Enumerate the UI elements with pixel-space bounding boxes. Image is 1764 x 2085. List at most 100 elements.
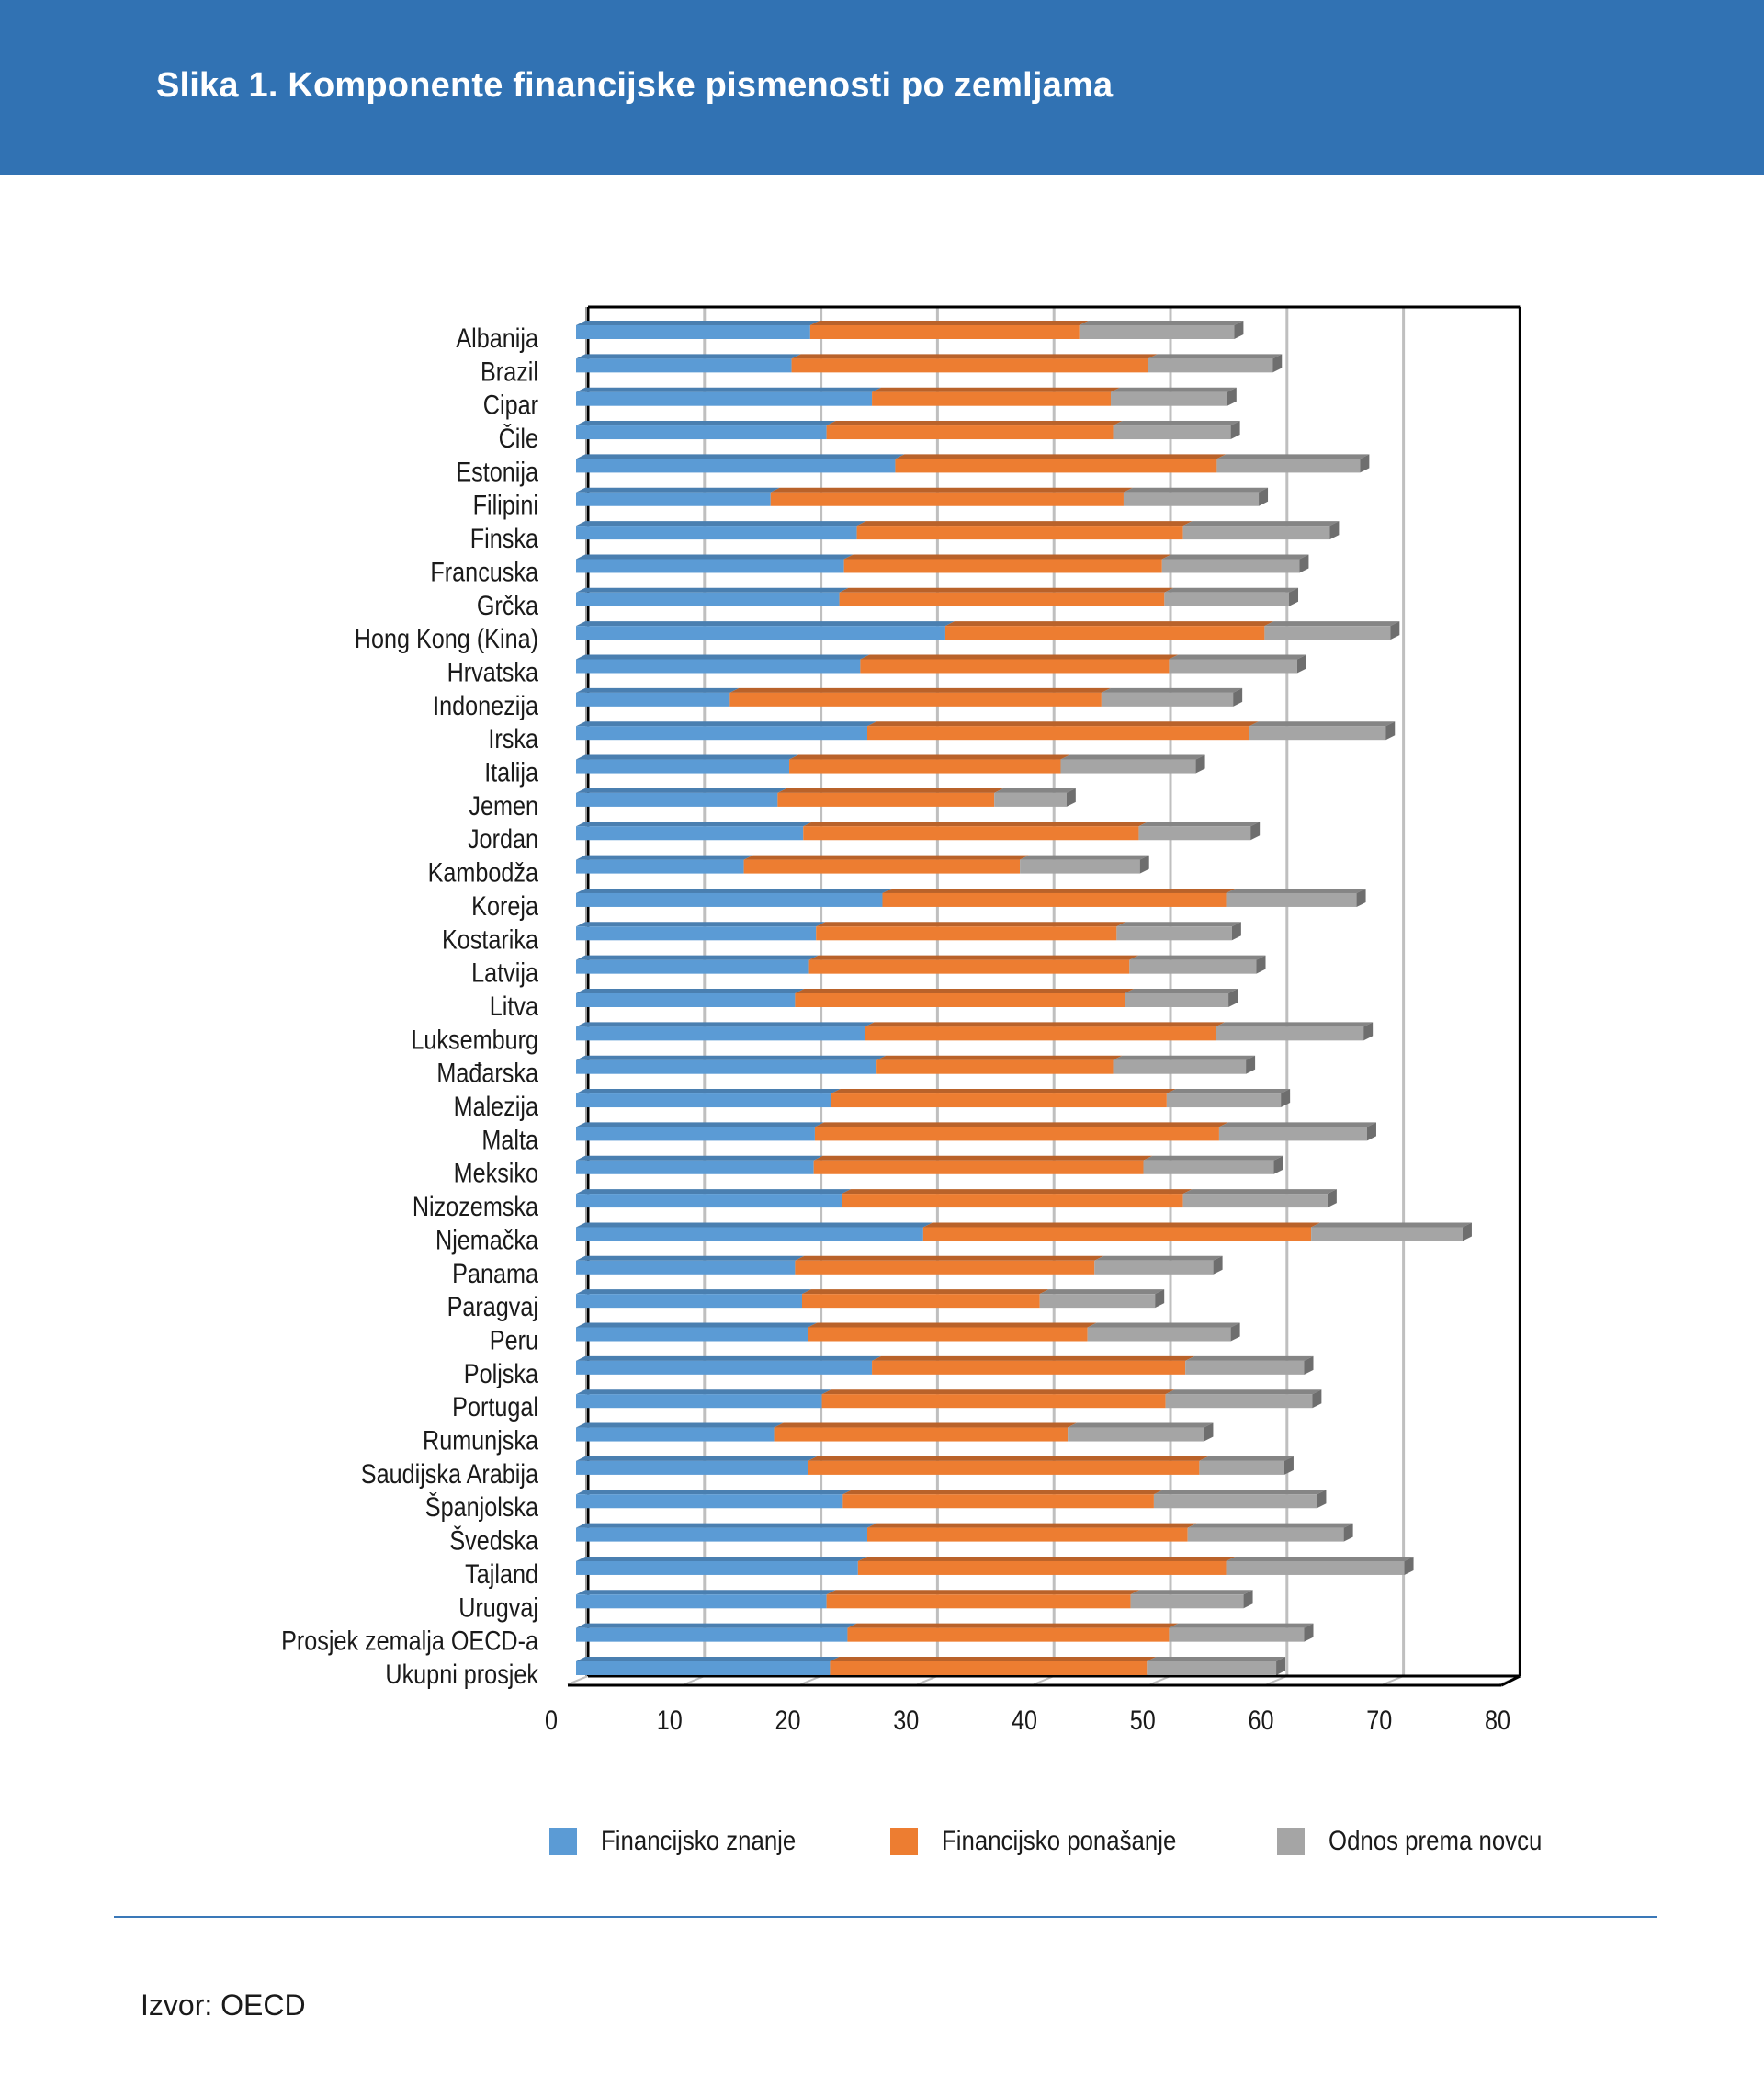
header-banner: Slika 1. Komponente financijske pismenos… (0, 0, 1764, 175)
bar-top-face (576, 1490, 853, 1495)
bar-end-face (1250, 822, 1261, 841)
category-label: Malta (481, 1124, 538, 1155)
bar-end-face (1281, 1089, 1291, 1108)
bar-top-face (808, 1456, 1209, 1461)
category-label: Jemen (469, 790, 538, 822)
bar-end-face (1329, 521, 1340, 540)
bar-row (576, 1422, 1214, 1442)
bar-segment-odnos-prema-novcu (1138, 826, 1251, 841)
bar-top-face (576, 1222, 933, 1228)
bar-segment-financijsko-ponasanje (808, 959, 1130, 974)
bar-top-face (576, 521, 866, 527)
x-axis-tick-labels: 0 10 20 30 40 50 60 70 80 (545, 1705, 1510, 1736)
x-tick-label: 20 (775, 1705, 800, 1736)
bar-row (576, 687, 1243, 707)
bar-segment-financijsko-ponasanje (847, 1627, 1170, 1642)
bar-top-face (867, 721, 1259, 727)
bar-top-face (1218, 1122, 1376, 1127)
bar-end-face (1230, 421, 1240, 440)
bar-segment-financijsko-ponasanje (842, 1494, 1154, 1509)
category-label: Čile (499, 423, 538, 454)
category-labels: AlbanijaBrazilCiparČileEstonijaFilipiniF… (281, 323, 538, 1690)
bar-end-face (1204, 1422, 1214, 1442)
bar-end-face (1230, 1322, 1240, 1342)
bar-top-face (743, 855, 1030, 860)
bar-top-face (1060, 754, 1205, 760)
bar-segment-financijsko-ponasanje (808, 1327, 1088, 1342)
legend-swatch-gray (1276, 1828, 1305, 1855)
bar-row (576, 955, 1266, 974)
bar-row (576, 1055, 1256, 1074)
bar-segment-financijsko-ponasanje (826, 1594, 1131, 1609)
bar-row (576, 1022, 1374, 1041)
bar-top-face (1125, 989, 1238, 993)
bar-row (576, 1255, 1223, 1275)
bar-top-face (576, 1389, 831, 1395)
bar-top-face (839, 587, 1174, 593)
bar-end-face (1272, 354, 1283, 373)
bar-top-face (1169, 654, 1306, 660)
bar-top-face (856, 521, 1193, 527)
bar-end-face (1256, 955, 1266, 974)
bar-segment-financijsko-ponasanje (842, 1194, 1183, 1208)
x-tick-label: 70 (1366, 1705, 1392, 1736)
bar-top-face (1020, 855, 1149, 860)
bar-segment-odnos-prema-novcu (1169, 659, 1297, 674)
bar-top-face (1182, 1189, 1337, 1195)
bar-segment-financijsko-znanje (576, 659, 861, 674)
floor-gridline-0 (567, 1675, 589, 1685)
bar-segment-financijsko-ponasanje (808, 1460, 1200, 1475)
bar-top-face (809, 321, 1089, 325)
category-label: Urugvaj (458, 1592, 538, 1623)
bar-top-face (576, 1155, 823, 1161)
bar-segment-financijsko-znanje (576, 826, 804, 841)
bar-top-face (1113, 1055, 1256, 1060)
bar-top-face (994, 788, 1076, 793)
bar-top-face (576, 654, 870, 660)
bar-top-face (791, 354, 1158, 359)
bar-top-face (872, 387, 1121, 392)
bar-segment-financijsko-znanje (576, 1594, 827, 1609)
category-label: Albanija (456, 323, 538, 354)
bar-top-face (576, 888, 892, 893)
category-label: Grčka (477, 590, 539, 621)
bar-segment-odnos-prema-novcu (1148, 358, 1273, 373)
bar-segment-financijsko-znanje (576, 792, 778, 807)
bar-segment-odnos-prema-novcu (1264, 626, 1391, 640)
bar-top-face (576, 955, 819, 960)
bar-segment-financijsko-ponasanje (814, 1127, 1219, 1141)
category-label: Saudijska Arabija (361, 1458, 539, 1490)
bar-end-face (1385, 721, 1396, 741)
x-tick-label: 60 (1248, 1705, 1273, 1736)
bar-segment-odnos-prema-novcu (1113, 425, 1231, 440)
category-label: Koreja (471, 890, 538, 922)
bar-segment-financijsko-znanje (576, 1627, 848, 1642)
category-label: Paragvaj (447, 1291, 538, 1322)
bar-segment-odnos-prema-novcu (1169, 1627, 1305, 1642)
bar-top-face (795, 1255, 1104, 1261)
bar-end-face (1404, 1556, 1414, 1575)
bar-row (576, 888, 1366, 907)
bar-top-face (814, 1122, 1228, 1127)
bar-top-face (576, 1289, 811, 1295)
bar-segment-odnos-prema-novcu (1125, 993, 1229, 1007)
bar-end-face (1066, 788, 1076, 807)
bar-segment-financijsko-znanje (576, 692, 730, 707)
bar-end-face (1363, 1022, 1374, 1041)
bar-top-face (882, 888, 1236, 893)
bar-segment-financijsko-znanje (576, 559, 844, 573)
bar-end-face (1155, 1289, 1165, 1309)
bars (576, 321, 1472, 1675)
bar-row (576, 421, 1240, 440)
stacked-bar-chart: AlbanijaBrazilCiparČileEstonijaFilipiniF… (281, 305, 1521, 1736)
category-label: Ukupni prosjek (385, 1659, 538, 1690)
bar-row (576, 1155, 1283, 1174)
bar-top-face (576, 454, 905, 459)
category-label: Rumunjska (423, 1424, 539, 1456)
bar-segment-financijsko-znanje (576, 1093, 831, 1108)
bar-segment-financijsko-ponasanje (872, 391, 1112, 406)
bar-segment-odnos-prema-novcu (1068, 1427, 1204, 1442)
bar-segment-odnos-prema-novcu (1182, 1194, 1328, 1208)
bar-segment-financijsko-ponasanje (795, 1260, 1095, 1275)
bar-segment-financijsko-ponasanje (831, 1093, 1167, 1108)
